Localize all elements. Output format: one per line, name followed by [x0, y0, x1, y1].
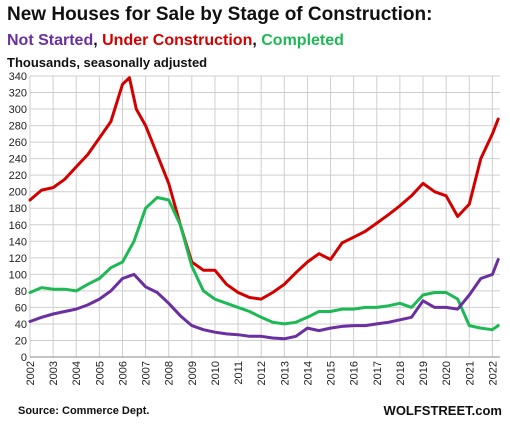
- x-tick-label: 2004: [71, 361, 83, 385]
- x-tick-label: 2002: [25, 361, 37, 385]
- y-tick-label: 40: [15, 319, 27, 331]
- x-tick-label: 2022: [487, 361, 499, 385]
- series-lines: [28, 76, 500, 341]
- y-tick-label: 20: [15, 335, 27, 347]
- x-tick-label: 2011: [233, 361, 245, 385]
- x-tick-label: 2009: [187, 361, 199, 385]
- x-tick-label: 2021: [464, 361, 476, 385]
- x-tick-label: 2014: [302, 361, 314, 385]
- series-line-not-started: [28, 258, 500, 341]
- x-tick-label: 2017: [372, 361, 384, 385]
- x-tick-label: 2012: [256, 361, 268, 385]
- y-tick-label: 80: [15, 286, 27, 298]
- legend-entry: ,: [93, 32, 103, 49]
- y-tick-label: 260: [9, 137, 27, 149]
- chart-units-label: Thousands, seasonally adjusted: [7, 55, 208, 70]
- x-tick-label: 2005: [94, 361, 106, 385]
- x-tick-label: 2010: [210, 361, 222, 385]
- x-tick-label: 2018: [395, 361, 407, 385]
- x-tick-label: 2007: [141, 361, 153, 385]
- y-tick-label: 160: [9, 220, 27, 232]
- x-tick-label: 2003: [48, 361, 60, 385]
- chart-title: New Houses for Sale by Stage of Construc…: [7, 4, 433, 25]
- y-tick-label: 300: [9, 104, 27, 116]
- chart-grid: [29, 75, 500, 358]
- x-tick-label: 2020: [441, 361, 453, 385]
- x-tick-label: 2016: [349, 361, 361, 385]
- brand-logo: WOLFSTREET.com: [383, 403, 502, 418]
- x-tick-label: 2008: [164, 361, 176, 385]
- y-tick-label: 320: [9, 88, 27, 100]
- x-tick-label: 2013: [279, 361, 291, 385]
- y-tick-label: 240: [9, 154, 27, 166]
- source-note: Source: Commerce Dept.: [18, 405, 150, 417]
- y-tick-label: 280: [9, 121, 27, 133]
- legend-entry: Completed: [261, 32, 344, 49]
- y-tick-label: 220: [9, 170, 27, 182]
- legend-entry: Not Started: [7, 32, 94, 49]
- y-tick-label: 140: [9, 236, 27, 248]
- y-tick-label: 180: [9, 203, 27, 215]
- x-tick-label: 2015: [326, 361, 338, 385]
- y-axis-ticks: 0 20 40 60 80 100 120 140 160 180 200 220 240 260 280 3…: [9, 71, 27, 364]
- y-tick-label: 200: [9, 187, 27, 199]
- y-tick-label: 0: [21, 352, 27, 364]
- chart-series-legend: Not Started, Under Construction, Complet…: [7, 32, 344, 50]
- x-tick-label: 2019: [418, 361, 430, 385]
- y-tick-label: 100: [9, 269, 27, 281]
- legend-entry: Under Construction: [102, 32, 253, 49]
- legend-entry: ,: [252, 32, 262, 49]
- y-tick-label: 340: [9, 71, 27, 83]
- x-axis-ticks: 2002 2003 2004 2005 2006 2007 2008 2009 2010 2011…: [25, 361, 499, 385]
- y-tick-label: 60: [15, 302, 27, 314]
- series-line-under-construction: [28, 76, 500, 301]
- series-line-completed: [28, 196, 500, 332]
- y-tick-label: 120: [9, 253, 27, 265]
- x-tick-label: 2006: [117, 361, 129, 385]
